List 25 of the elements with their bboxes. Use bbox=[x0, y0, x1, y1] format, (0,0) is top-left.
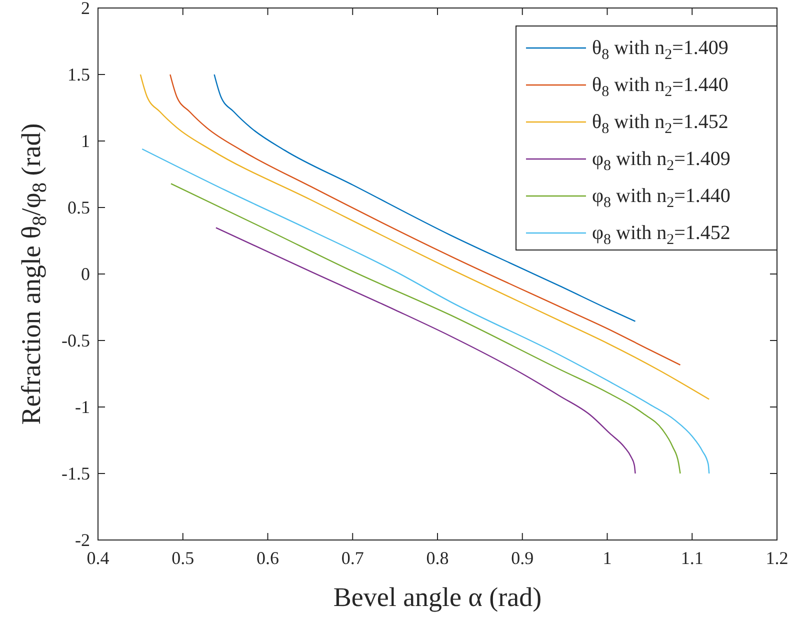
legend-label: φ$_{8}$ with n$_{2}$=1.409 bbox=[592, 148, 730, 174]
x-tick-label: 0.5 bbox=[172, 548, 194, 568]
y-tick-label: -0.5 bbox=[62, 330, 90, 350]
x-tick-label: 0.6 bbox=[256, 548, 279, 568]
x-tick-label: 0.4 bbox=[86, 548, 110, 568]
y-tick-label: 1.5 bbox=[68, 64, 90, 84]
x-tick-label: 0.8 bbox=[426, 548, 449, 568]
legend-label: θ$_{8}$ with n$_{2}$=1.409 bbox=[592, 37, 728, 62]
y-tick-label: -1.5 bbox=[62, 464, 90, 484]
y-tick-label: -1 bbox=[75, 397, 90, 417]
x-tick-label: 0.7 bbox=[341, 548, 364, 568]
legend-label: φ$_{8}$ with n$_{2}$=1.452 bbox=[592, 222, 730, 248]
legend-label: θ$_{8}$ with n$_{2}$=1.440 bbox=[592, 74, 728, 100]
y-tick-label: 0.5 bbox=[68, 198, 90, 218]
y-tick-label: 1 bbox=[81, 131, 90, 151]
x-tick-label: 1 bbox=[602, 548, 612, 568]
y-tick-label: 2 bbox=[81, 0, 90, 18]
y-tick-label: -2 bbox=[75, 530, 90, 550]
x-axis-title: Bevel angle α (rad) bbox=[333, 582, 542, 612]
x-tick-label: 1.2 bbox=[766, 548, 788, 568]
legend-label: φ$_{8}$ with n$_{2}$=1.440 bbox=[592, 185, 730, 210]
legend-label: θ$_{8}$ with n$_{2}$=1.452 bbox=[592, 111, 728, 136]
x-tick-label: 1.1 bbox=[680, 548, 704, 568]
y-tick-label: 0 bbox=[81, 264, 90, 284]
x-tick-label: 0.9 bbox=[511, 548, 534, 568]
